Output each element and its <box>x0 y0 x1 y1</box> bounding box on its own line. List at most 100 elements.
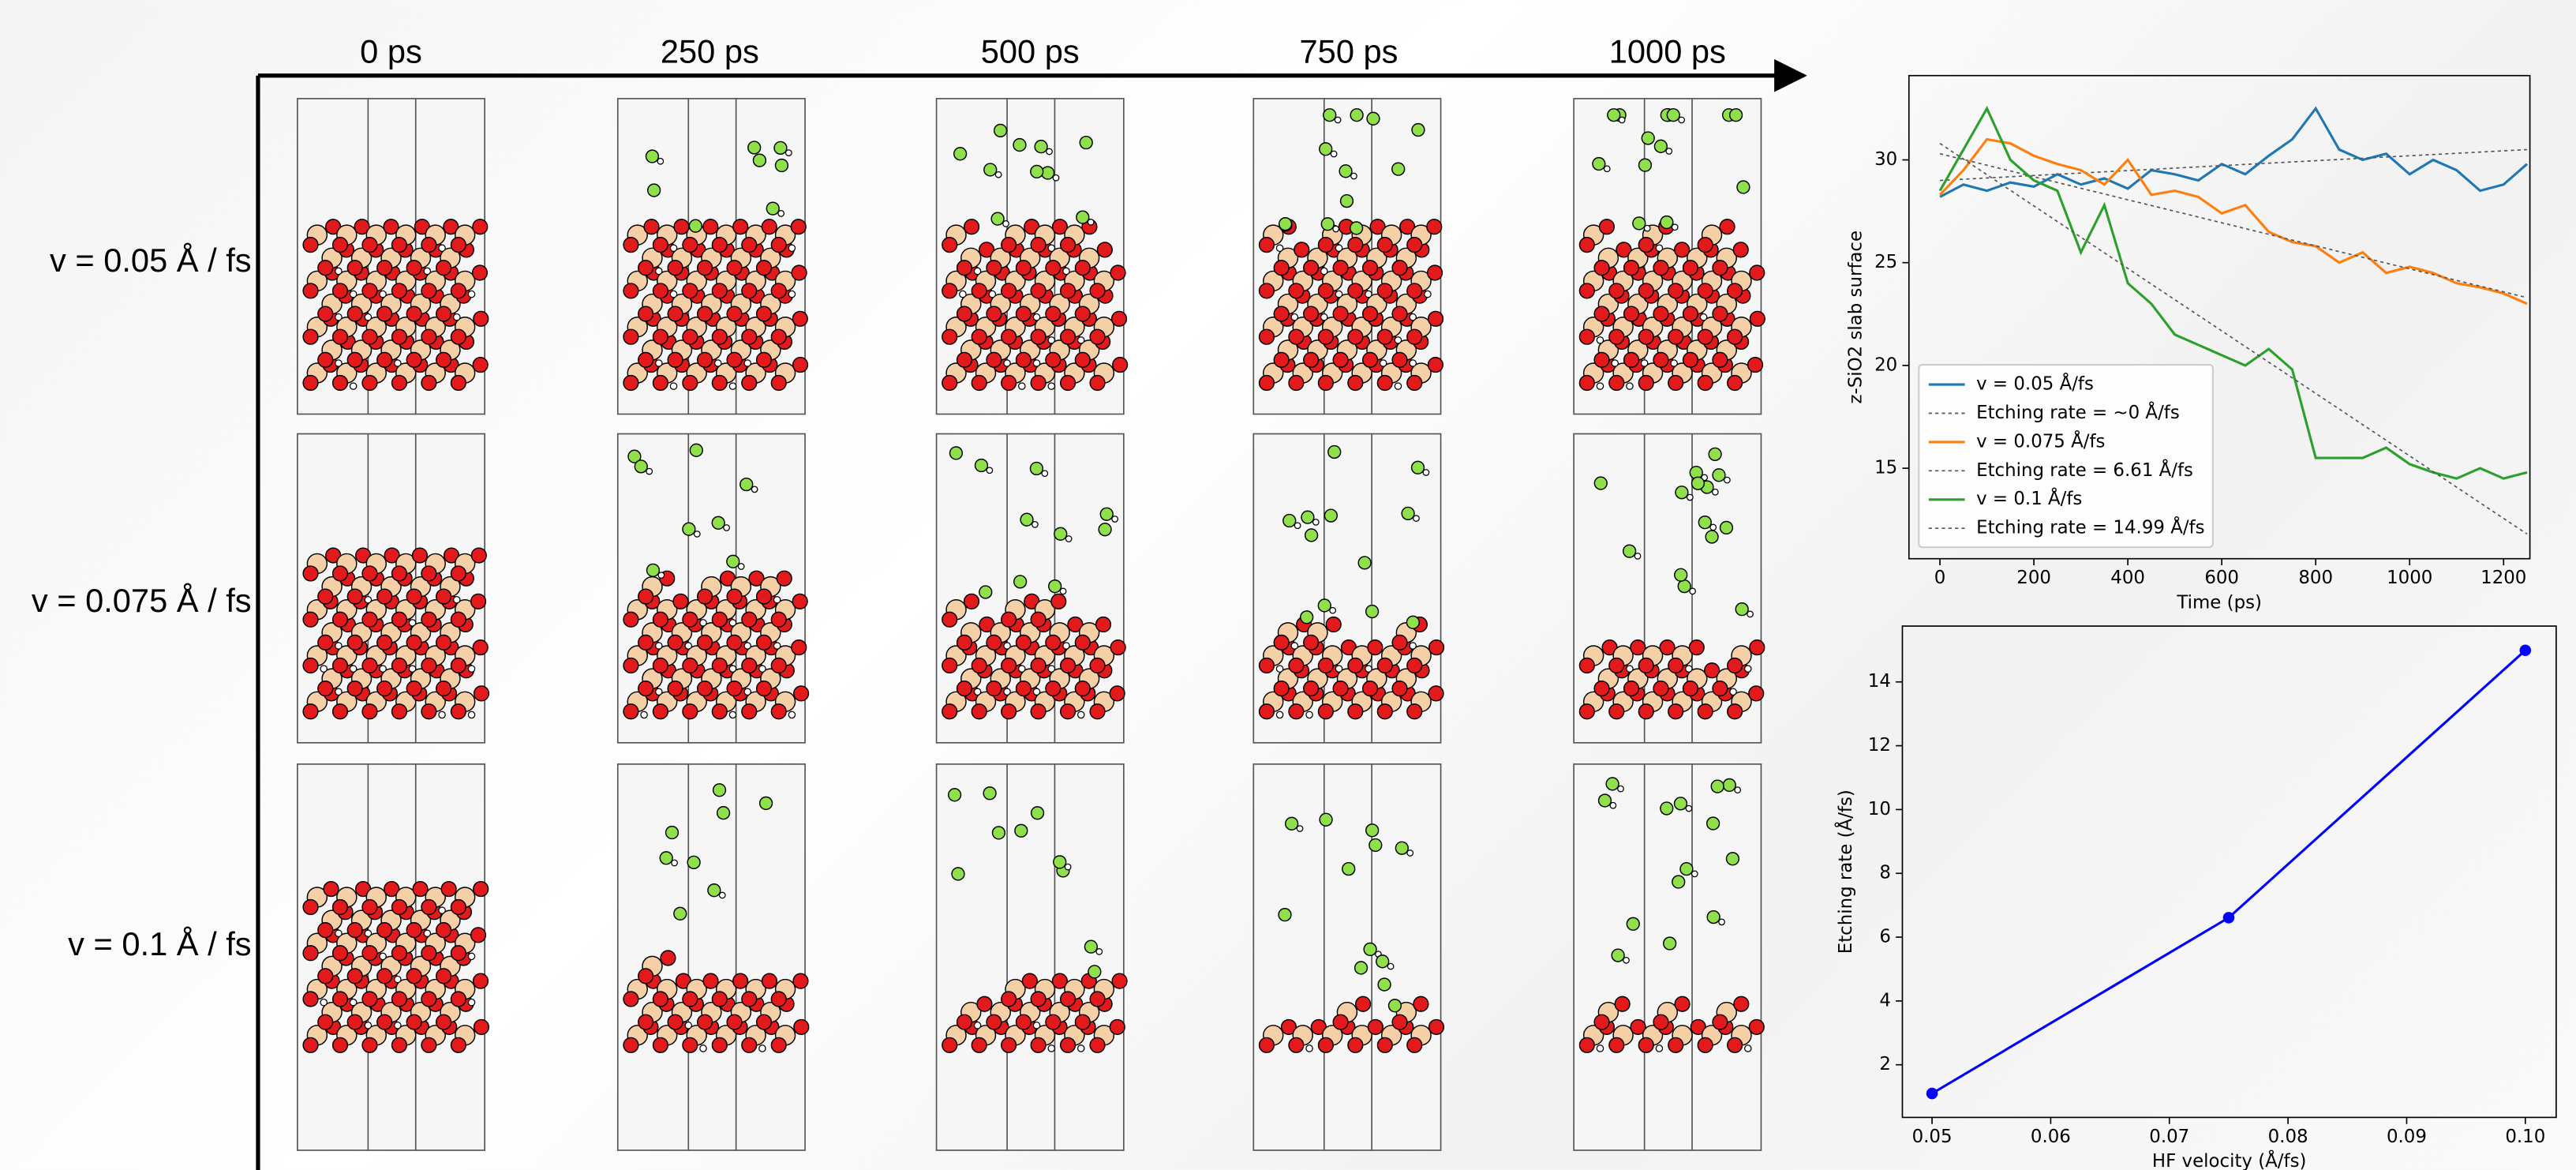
atom <box>350 383 356 389</box>
atom <box>657 159 663 164</box>
atom <box>441 882 456 897</box>
atom <box>1054 856 1066 868</box>
atom <box>1690 588 1695 594</box>
atom <box>1644 225 1649 231</box>
atom <box>333 283 348 298</box>
atom <box>1748 358 1763 373</box>
atom <box>454 597 460 603</box>
atom <box>744 688 751 695</box>
atom <box>793 358 808 373</box>
atom <box>786 150 792 156</box>
atom <box>1031 238 1046 253</box>
atom <box>392 946 407 961</box>
atom <box>1318 599 1331 612</box>
atom <box>335 314 342 321</box>
atom <box>347 261 362 276</box>
atom <box>1698 516 1711 529</box>
atom <box>942 283 957 298</box>
atom <box>333 612 348 627</box>
atom <box>638 261 653 276</box>
atom <box>712 658 727 673</box>
atom <box>727 555 739 568</box>
atom <box>1075 681 1090 696</box>
atom <box>1319 704 1334 719</box>
atom <box>1075 635 1090 650</box>
atom <box>1014 576 1027 588</box>
atom <box>421 329 436 344</box>
atom <box>421 566 436 581</box>
atom <box>1392 306 1407 321</box>
atom <box>1002 329 1017 344</box>
atom <box>362 704 377 719</box>
atom <box>303 566 318 581</box>
atom <box>653 283 668 298</box>
y-tick-label: 4 <box>1879 990 1891 1011</box>
atom <box>638 589 653 604</box>
atom <box>1749 686 1764 701</box>
atom <box>1046 148 1052 154</box>
atom <box>1110 265 1125 280</box>
atom <box>949 789 961 801</box>
atom <box>689 219 702 232</box>
atom <box>1002 612 1017 627</box>
atom <box>1700 314 1706 321</box>
atom <box>698 681 713 696</box>
atom <box>1638 1037 1653 1052</box>
atom <box>729 666 736 672</box>
atom <box>683 283 698 298</box>
atom <box>436 352 451 367</box>
atom <box>1304 306 1319 321</box>
atom <box>974 688 980 695</box>
atom <box>1627 666 1633 672</box>
atom <box>1615 996 1630 1011</box>
atom <box>1653 261 1668 276</box>
atom <box>1002 1037 1017 1052</box>
atom <box>1627 383 1633 389</box>
atom <box>759 666 766 672</box>
atom <box>1366 824 1379 837</box>
atom <box>392 1037 407 1052</box>
atom <box>392 376 407 391</box>
atom <box>1002 283 1017 298</box>
atom <box>1350 109 1363 122</box>
atom <box>347 306 362 321</box>
atom <box>468 666 474 672</box>
atom <box>1260 1037 1275 1052</box>
atom <box>303 946 318 961</box>
atom <box>473 265 488 280</box>
atom <box>1051 594 1066 609</box>
atom <box>638 681 653 696</box>
atom <box>333 704 348 719</box>
atom <box>421 376 436 391</box>
atom <box>1321 218 1334 231</box>
atom <box>1428 686 1443 701</box>
atom <box>1668 376 1683 391</box>
atom <box>1724 477 1730 482</box>
atom <box>318 681 333 696</box>
atom <box>942 329 957 344</box>
atom <box>666 827 679 839</box>
atom <box>436 635 451 650</box>
atom <box>1638 376 1653 391</box>
atom <box>473 358 488 373</box>
atom <box>683 238 698 253</box>
atom <box>1319 658 1334 673</box>
atom <box>1675 568 1687 581</box>
atom <box>1619 117 1624 122</box>
atom <box>989 291 995 297</box>
atom <box>421 704 436 719</box>
atom <box>742 992 757 1007</box>
atom <box>757 261 772 276</box>
atom <box>712 516 724 529</box>
atom <box>1112 973 1127 988</box>
atom <box>1594 352 1609 367</box>
atom <box>1019 383 1025 389</box>
atom <box>1612 360 1618 366</box>
atom <box>333 658 348 673</box>
atom <box>751 486 757 492</box>
atom <box>1002 992 1017 1007</box>
atom <box>1609 283 1624 298</box>
atom <box>377 681 392 696</box>
atom <box>436 923 451 938</box>
atom <box>1407 376 1422 391</box>
